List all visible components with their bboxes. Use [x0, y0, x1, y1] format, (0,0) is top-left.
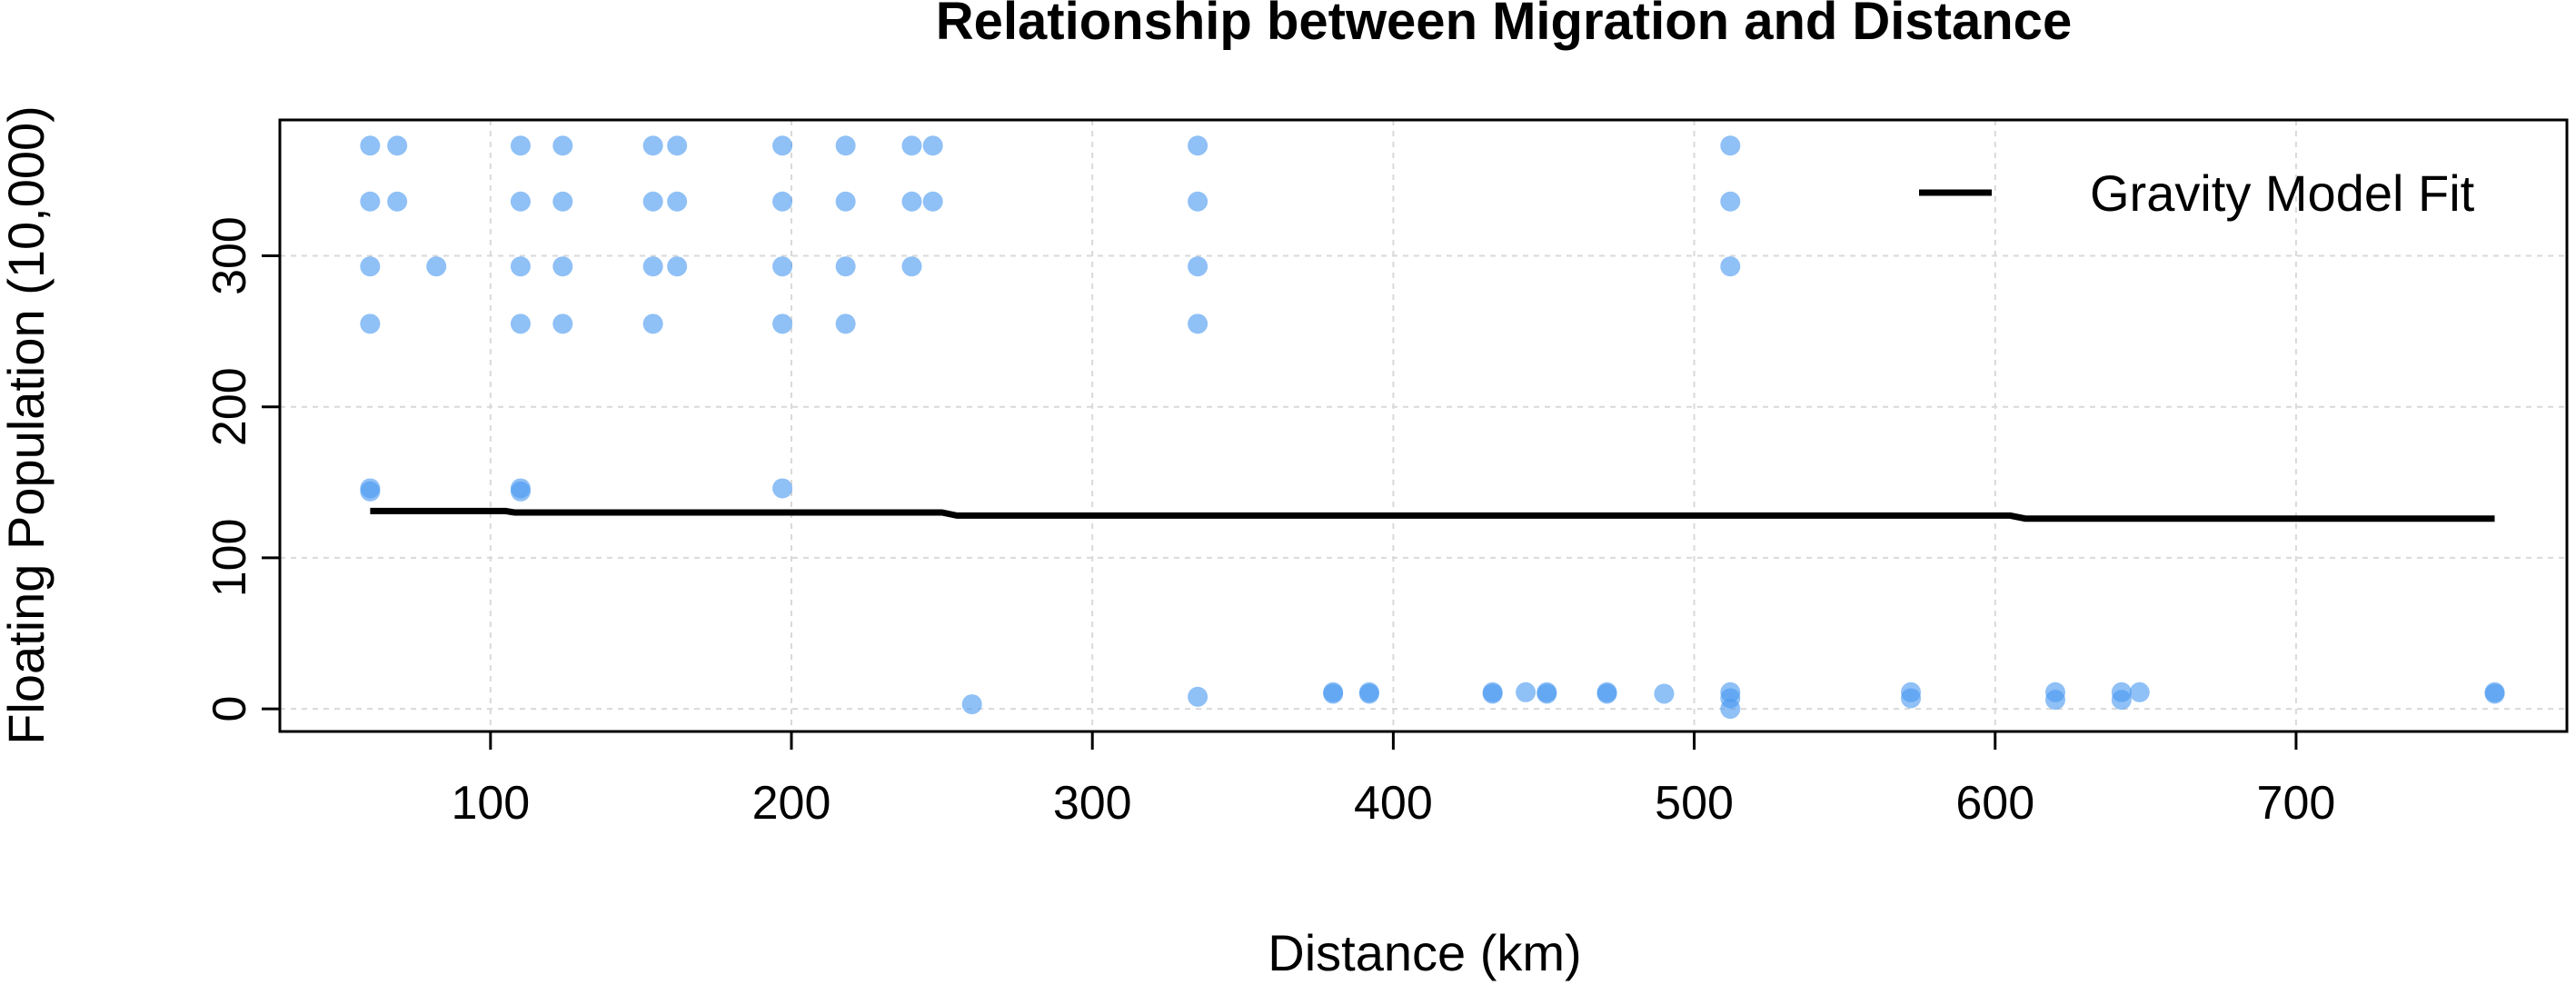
- data-point: [360, 191, 381, 212]
- x-axis: 100 200 300 400 500 600 700: [451, 731, 2335, 830]
- data-point: [901, 191, 922, 212]
- data-point: [642, 135, 663, 156]
- y-tick-label: 300: [204, 216, 256, 295]
- line-layer: [370, 507, 2495, 522]
- data-point: [1596, 683, 1617, 704]
- plot-frame: [278, 118, 2569, 733]
- data-point: [1654, 683, 1675, 704]
- data-point: [1720, 191, 1741, 212]
- data-point: [510, 313, 531, 334]
- data-point: [387, 191, 408, 212]
- data-point: [642, 313, 663, 334]
- x-tick-label: 700: [2257, 777, 2336, 830]
- y-tick-label: 100: [204, 519, 256, 598]
- data-point: [360, 481, 381, 502]
- legend-label-gravity-model-fit: Gravity Model Fit: [2090, 164, 2475, 222]
- data-point: [360, 313, 381, 334]
- data-point: [2484, 683, 2505, 704]
- data-point: [1482, 683, 1503, 704]
- data-point: [835, 256, 856, 277]
- y-tick-label: 0: [204, 696, 256, 722]
- data-point: [510, 191, 531, 212]
- data-point: [552, 256, 573, 277]
- data-point: [360, 135, 381, 156]
- data-point: [901, 135, 922, 156]
- data-point: [426, 256, 447, 277]
- data-point: [2129, 682, 2150, 702]
- data-point: [835, 135, 856, 156]
- data-point: [1720, 256, 1741, 277]
- data-point: [667, 256, 688, 277]
- data-point: [360, 256, 381, 277]
- data-point: [552, 313, 573, 334]
- data-point: [1188, 686, 1208, 707]
- data-point: [772, 191, 793, 212]
- legend: Gravity Model Fit: [1919, 164, 2475, 222]
- data-point: [1358, 683, 1379, 704]
- data-point: [552, 135, 573, 156]
- data-point: [1323, 683, 1344, 704]
- grid-layer: [280, 120, 2567, 731]
- data-point: [961, 694, 982, 715]
- x-tick-label: 200: [752, 777, 831, 830]
- data-point: [1537, 683, 1557, 704]
- x-tick-label: 300: [1053, 777, 1132, 830]
- data-point: [772, 478, 793, 499]
- data-point: [772, 313, 793, 334]
- data-point: [1516, 682, 1537, 702]
- data-point: [1720, 699, 1741, 720]
- data-point: [922, 191, 943, 212]
- x-tick-label: 100: [451, 777, 530, 830]
- data-point: [772, 135, 793, 156]
- data-point: [1188, 135, 1208, 156]
- x-tick-label: 500: [1655, 777, 1734, 830]
- data-point: [642, 256, 663, 277]
- x-tick-label: 600: [1955, 777, 2034, 830]
- data-point: [835, 191, 856, 212]
- data-point: [552, 191, 573, 212]
- data-point: [667, 191, 688, 212]
- data-point: [510, 256, 531, 277]
- data-point: [642, 191, 663, 212]
- y-axis: 0 100 200 300: [204, 216, 280, 722]
- data-point: [1901, 688, 1922, 709]
- data-point: [2044, 690, 2065, 711]
- data-point: [772, 256, 793, 277]
- data-point: [835, 313, 856, 334]
- points-layer: [360, 135, 2505, 720]
- data-point: [1188, 191, 1208, 212]
- chart-title: Relationship between Migration and Dista…: [936, 0, 2072, 51]
- data-point: [510, 481, 531, 502]
- data-point: [901, 256, 922, 277]
- data-point: [922, 135, 943, 156]
- x-axis-label: Distance (km): [1268, 924, 1581, 981]
- data-point: [387, 135, 408, 156]
- data-point: [1188, 256, 1208, 277]
- data-point: [2111, 690, 2132, 711]
- x-tick-label: 400: [1354, 777, 1433, 830]
- data-point: [1188, 313, 1208, 334]
- data-point: [667, 135, 688, 156]
- gravity-model-fit-line: [370, 507, 2495, 522]
- y-axis-label: Floating Population (10,000): [0, 105, 55, 745]
- y-tick-label: 200: [204, 367, 256, 446]
- data-point: [1720, 135, 1741, 156]
- data-point: [510, 135, 531, 156]
